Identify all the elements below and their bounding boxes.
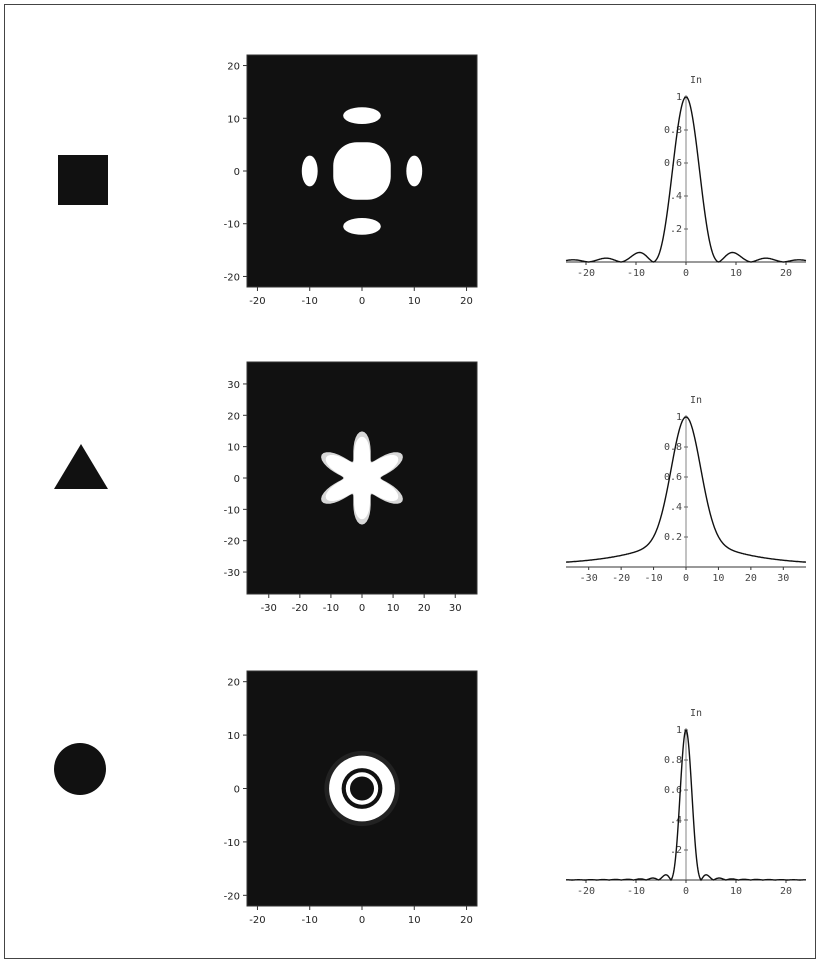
x-tick-label: 10: [387, 603, 400, 614]
y-tick-label: 0: [234, 474, 240, 485]
y-tick-label: .4: [670, 815, 682, 826]
pattern-plot-2: -30 -30 -20 -20 -10 -10 0 0 10 10 20 20 30 30: [224, 361, 478, 614]
x-tick-label: 30: [449, 603, 462, 614]
x-tick-label: -10: [627, 886, 645, 897]
x-tick-label: -10: [627, 268, 645, 279]
y-tick-label: 0.8: [664, 442, 682, 453]
x-tick-label: -20: [577, 886, 595, 897]
figure-frame: [4, 4, 816, 959]
x-tick-label: -10: [323, 603, 339, 614]
aperture-square: [58, 155, 108, 205]
x-tick-label: 20: [460, 296, 473, 307]
x-tick-label: 10: [408, 296, 421, 307]
y-tick-label: 10: [227, 443, 240, 454]
intensity-curve: [566, 728, 806, 882]
x-tick-label: 30: [777, 573, 789, 584]
aperture-circle: [54, 743, 106, 795]
y-tick-label: 20: [227, 411, 240, 422]
y-tick-label: 10: [227, 114, 240, 125]
intensity-profile-1: In.2.40.60.81-20 -10 0 10 20: [565, 75, 807, 279]
x-tick-label: -20: [249, 296, 265, 307]
aperture-triangle: [54, 444, 108, 489]
circle-aperture-shape: [54, 743, 106, 795]
intensity-profile-2: In 0.2 .4 0.6 0.8 1 -30 -20 -10 0 10 20 30: [566, 395, 806, 584]
y-tick-label: .4: [670, 502, 682, 513]
y-tick-label: 0.8: [664, 125, 682, 136]
x-tick-label: 20: [780, 268, 792, 279]
y-tick-label: -20: [224, 537, 240, 548]
x-tick-label: 20: [780, 886, 792, 897]
x-tick-label: -20: [612, 573, 630, 584]
y-tick-label: 0: [234, 167, 240, 178]
y-tick-label: -10: [224, 220, 240, 231]
x-tick-label: 0: [683, 886, 689, 897]
side-lobe: [343, 217, 381, 235]
y-tick-label: 1: [676, 725, 682, 736]
y-axis-label: In: [690, 395, 702, 406]
y-axis-label: In: [690, 75, 702, 86]
y-tick-label: 10: [227, 731, 240, 742]
square-aperture-shape: [58, 155, 108, 205]
x-tick-label: -20: [249, 915, 265, 926]
y-tick-label: 30: [227, 380, 240, 391]
pattern-plot-3: -20 -20 -10 -10 0 0 10 10 20 20: [224, 670, 478, 926]
y-tick-label: 20: [227, 678, 240, 689]
x-tick-label: -20: [577, 268, 595, 279]
x-tick-label: -10: [645, 573, 663, 584]
y-tick-label: 0: [234, 785, 240, 796]
side-lobe: [301, 155, 318, 187]
y-tick-label: 0.8: [664, 755, 682, 766]
y-tick-label: -10: [224, 505, 240, 516]
y-tick-label: 20: [227, 62, 240, 73]
side-lobe: [406, 155, 423, 187]
y-tick-label: 1: [676, 92, 682, 103]
pattern-plot-1: -20 -20 -10 -10 0 0 10 10 20 20: [224, 54, 478, 307]
x-tick-label: 10: [730, 268, 742, 279]
x-tick-label: 10: [730, 886, 742, 897]
x-tick-label: 20: [418, 603, 431, 614]
y-tick-label: -10: [224, 838, 240, 849]
y-tick-label: -20: [224, 891, 240, 902]
x-tick-label: -10: [302, 915, 318, 926]
y-tick-label: 0.2: [664, 532, 682, 543]
x-tick-label: 0: [359, 296, 365, 307]
intensity-curve: [565, 96, 807, 263]
x-tick-label: 20: [460, 915, 473, 926]
x-tick-label: 0: [683, 573, 689, 584]
y-axis-label: In: [690, 708, 702, 719]
intensity-curve: [566, 416, 806, 563]
y-tick-label: 0.6: [664, 472, 682, 483]
central-maximum: [333, 142, 391, 200]
x-tick-label: 0: [359, 603, 365, 614]
x-tick-label: -20: [292, 603, 308, 614]
y-tick-label: .2: [670, 224, 682, 235]
x-tick-label: -10: [302, 296, 318, 307]
x-tick-label: 10: [408, 915, 421, 926]
center-dark-disc: [349, 776, 375, 801]
x-tick-label: 20: [745, 573, 757, 584]
y-tick-label: .4: [670, 191, 682, 202]
x-tick-label: 0: [683, 268, 689, 279]
star-central-maximum: [325, 436, 399, 520]
y-tick-label: 0.6: [664, 785, 682, 796]
intensity-profile-3: In.2.40.60.81-20 -10 0 10 20: [566, 708, 806, 897]
triangle-aperture-shape: [54, 444, 108, 489]
y-tick-label: -30: [224, 568, 240, 579]
x-tick-label: 0: [359, 915, 365, 926]
x-tick-label: 10: [712, 573, 724, 584]
x-tick-label: -30: [580, 573, 598, 584]
side-lobe: [343, 107, 381, 125]
x-tick-label: -30: [261, 603, 277, 614]
y-tick-label: -20: [224, 272, 240, 283]
y-tick-label: 1: [676, 412, 682, 423]
